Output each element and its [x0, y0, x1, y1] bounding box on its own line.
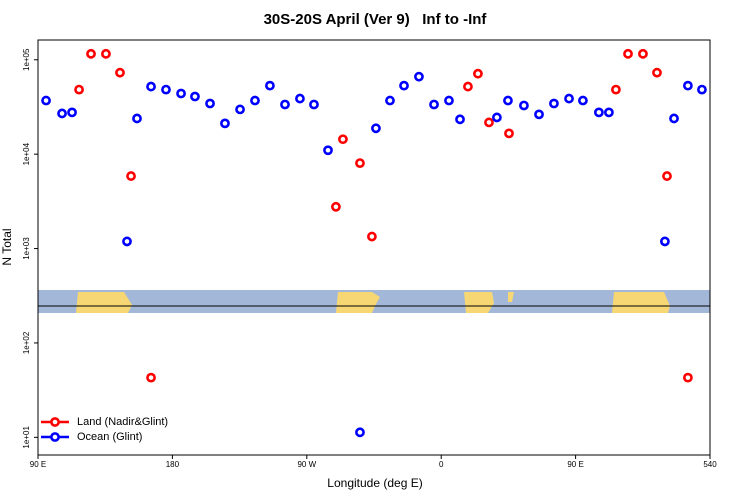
point — [235, 104, 245, 115]
point — [161, 84, 171, 95]
point — [323, 145, 333, 156]
point — [67, 107, 77, 118]
legend-marker — [50, 417, 60, 427]
point — [611, 84, 621, 95]
chart-title: 30S-20S April (Ver 9) Inf to -Inf — [264, 11, 488, 28]
point — [295, 93, 305, 104]
x-axis-label: Longitude (deg E) — [327, 476, 422, 490]
point — [57, 108, 67, 119]
legend-marker — [50, 432, 60, 442]
point — [338, 134, 348, 145]
point — [280, 99, 290, 110]
point — [115, 67, 125, 78]
y-tick-label: 1e+05 — [22, 48, 31, 71]
point — [309, 99, 319, 110]
point — [455, 114, 465, 125]
x-tick-label: 540 — [703, 460, 717, 469]
legend-label: Land (Nadir&Glint) — [77, 416, 168, 428]
point — [122, 236, 132, 247]
point — [355, 427, 365, 438]
y-tick-label: 1e+02 — [22, 331, 31, 354]
point — [444, 95, 454, 106]
x-tick-label: 180 — [166, 460, 180, 469]
y-tick-label: 1e+01 — [22, 426, 31, 449]
y-tick-label: 1e+03 — [22, 237, 31, 260]
point — [399, 80, 409, 91]
point — [504, 128, 514, 139]
point — [578, 95, 588, 106]
point — [519, 100, 529, 111]
map-strip — [38, 290, 710, 313]
point — [593, 107, 604, 118]
point — [265, 80, 275, 91]
y-tick-label: 1e+04 — [22, 142, 31, 165]
point — [126, 171, 136, 181]
point — [669, 113, 679, 124]
point — [367, 231, 377, 242]
x-tick-label: 0 — [439, 460, 444, 469]
point — [101, 48, 111, 59]
point — [682, 372, 693, 383]
x-tick-label: 90 E — [567, 460, 583, 469]
point — [132, 113, 142, 124]
y-axis-label: N Total — [0, 228, 14, 265]
x-tick-label: 90 W — [297, 460, 316, 469]
point — [604, 107, 614, 118]
point — [564, 93, 574, 104]
point — [484, 117, 494, 128]
point — [638, 48, 648, 59]
point — [331, 201, 341, 212]
point — [503, 95, 513, 106]
point — [146, 81, 156, 92]
point — [190, 91, 200, 102]
plot-frame — [37, 39, 711, 456]
point — [205, 98, 215, 109]
point — [463, 81, 473, 92]
legend-label: Ocean (Glint) — [77, 431, 142, 443]
point — [473, 68, 483, 79]
point — [652, 67, 662, 78]
point — [429, 99, 439, 110]
point — [492, 112, 502, 123]
point — [176, 88, 186, 99]
point — [549, 98, 559, 109]
point — [41, 95, 51, 106]
point — [662, 171, 672, 181]
point — [682, 80, 693, 91]
point — [355, 158, 365, 169]
point — [86, 48, 96, 59]
point — [534, 109, 544, 120]
point — [414, 71, 424, 82]
point — [220, 118, 230, 129]
point — [385, 95, 395, 106]
point — [146, 372, 156, 383]
point — [697, 84, 707, 95]
point — [660, 236, 670, 247]
x-tick-label: 90 E — [30, 460, 46, 469]
point — [250, 95, 260, 106]
point — [623, 48, 633, 59]
point — [371, 123, 381, 134]
point — [74, 84, 84, 95]
